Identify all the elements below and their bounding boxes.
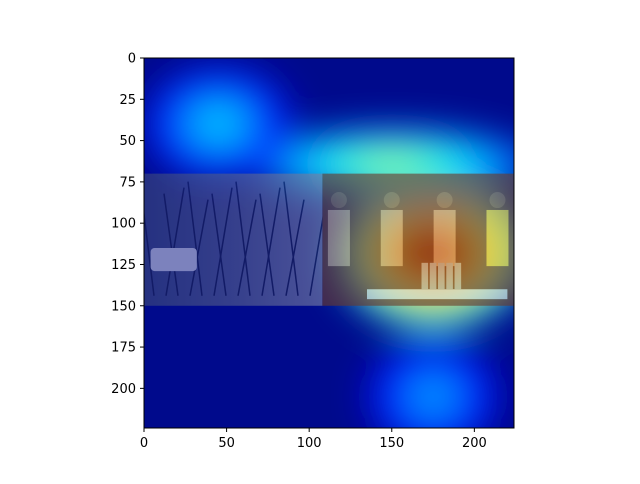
- x-axis: 0 50 100 150 200: [140, 428, 487, 451]
- photo-car: [150, 247, 197, 272]
- tree-branch: [283, 181, 299, 296]
- tree-branch: [144, 208, 155, 296]
- tree-branch: [285, 199, 305, 296]
- x-tick-label: 0: [140, 436, 148, 451]
- photo-band: [144, 173, 514, 306]
- tree-branch: [163, 193, 179, 296]
- y-axis: 0 25 50 75 100 125 150 175 200: [111, 52, 144, 397]
- hotspot-bottom-center-ring-5: [422, 386, 445, 407]
- photo-person-head: [489, 192, 506, 209]
- tree-branch: [189, 199, 209, 296]
- hotspot-upper-band-ring-5: [366, 157, 417, 170]
- y-tick-label: 0: [128, 52, 136, 67]
- x-tick-label: 200: [462, 436, 487, 451]
- tree-branch: [259, 193, 275, 296]
- photo-person-head: [330, 192, 347, 209]
- y-tick-label: 100: [111, 217, 136, 232]
- photo-table: [366, 289, 508, 300]
- y-tick-label: 200: [111, 382, 136, 397]
- photo-person-body: [433, 209, 456, 267]
- photo-person-head: [436, 192, 453, 209]
- y-tick-label: 25: [119, 93, 136, 108]
- hotspot-left-mid-ring-5: [205, 114, 231, 134]
- x-tick-label: 100: [297, 436, 322, 451]
- y-tick-label: 150: [111, 299, 136, 314]
- x-tick-label: 50: [218, 436, 235, 451]
- tree-branch: [213, 187, 233, 296]
- plot-area: [144, 58, 514, 428]
- tree-branch: [237, 199, 257, 296]
- photo-can: [429, 262, 437, 290]
- photo-can: [438, 262, 445, 290]
- tree-branch: [211, 193, 227, 296]
- photo-person-body: [380, 209, 403, 267]
- photo-left-trees: [144, 173, 323, 306]
- tree-branch: [261, 187, 281, 296]
- photo-can: [446, 262, 453, 290]
- photo-can: [454, 262, 462, 290]
- tree-branch: [235, 181, 251, 296]
- tree-branch: [165, 187, 185, 296]
- plot-frame: [143, 57, 515, 429]
- photo-person-body: [327, 209, 350, 267]
- x-tick-label: 150: [379, 436, 404, 451]
- photo-person-body: [486, 209, 509, 267]
- photo-person-head: [383, 192, 400, 209]
- photo-can: [421, 262, 429, 290]
- tree-branch: [187, 181, 203, 296]
- y-tick-label: 50: [119, 134, 136, 149]
- y-tick-label: 125: [111, 258, 136, 273]
- y-tick-label: 75: [119, 175, 136, 190]
- y-tick-label: 175: [111, 341, 136, 356]
- photo-right-scene: [322, 173, 514, 306]
